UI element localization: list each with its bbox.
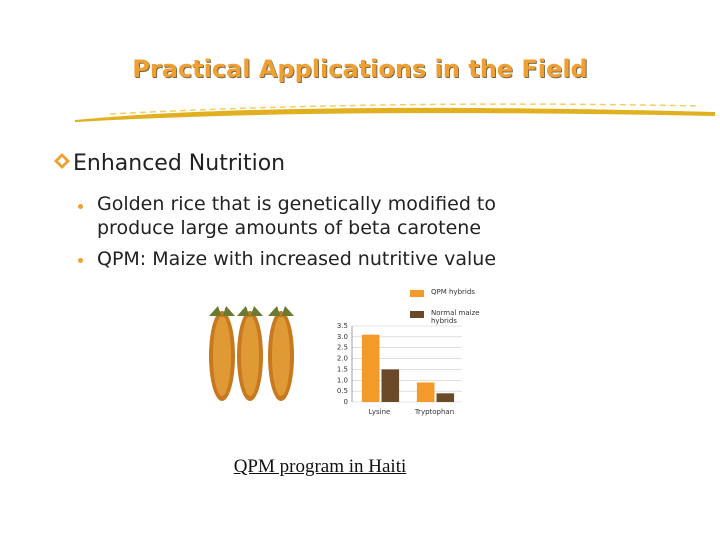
bullet-heading: Enhanced Nutrition [73,151,286,176]
y-tick-label: 1.5 [337,365,348,373]
legend-label: Normal maize hybrids [431,309,480,325]
bar [436,393,455,402]
y-tick-label: 0 [344,398,348,406]
bullet-dot [78,204,83,209]
legend-label-box: Normal maize hybrids [431,309,480,325]
caption-link[interactable]: QPM program in Haiti [233,456,407,477]
title-underline-texture [109,103,701,115]
y-tick-label: 1.0 [337,376,348,384]
bar [416,382,435,402]
y-tick-label: 2.5 [337,344,348,352]
y-tick-label: 2.0 [337,355,348,363]
x-tick-label: Lysine [369,408,391,416]
title-underline [75,107,715,122]
y-tick-label: 0.5 [337,387,348,395]
bar [381,369,400,402]
corn-image [209,306,294,401]
bullet-text: QPM: Maize with increased nutritive valu… [97,248,497,270]
slide-title: Practical Applications in the Field [132,55,588,83]
x-tick-label: Tryptophan [414,408,454,416]
legend-swatch [410,290,424,297]
legend-swatch [410,311,424,318]
bar [361,334,380,402]
y-tick-label: 3.0 [337,333,348,341]
legend-label-box: QPM hybrids [431,288,475,296]
bullet-text: Golden rice that is genetically modified… [97,193,497,239]
y-tick-label: 3.5 [337,322,348,330]
bullet-diamond [54,153,70,169]
bullet-dot [78,258,83,263]
legend-label: QPM hybrids [431,288,475,296]
